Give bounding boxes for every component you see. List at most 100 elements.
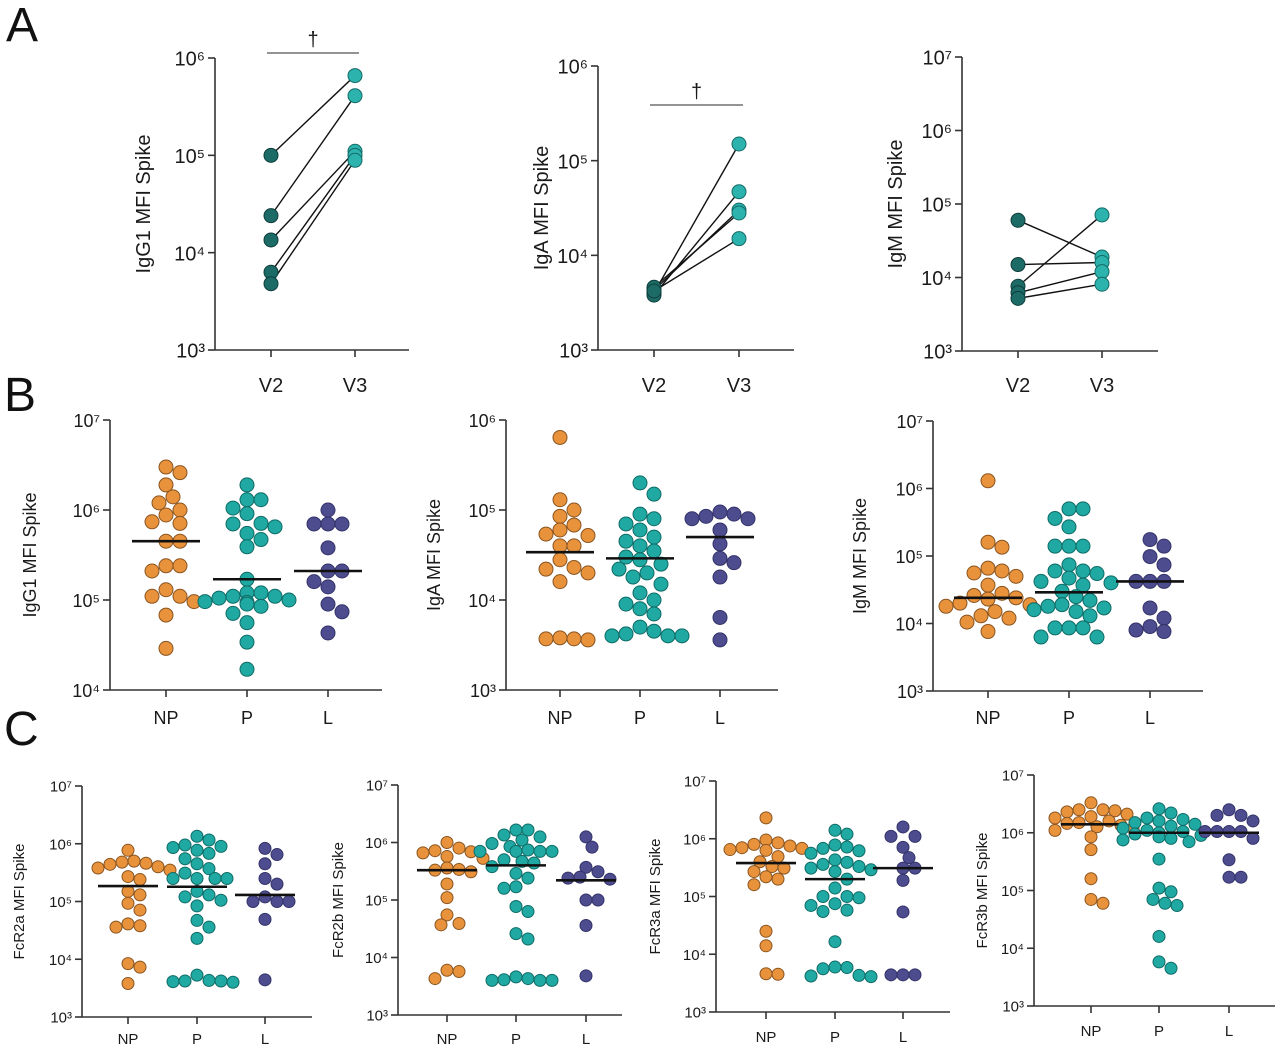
x-tick-label: NP	[118, 1031, 139, 1048]
point-p	[1061, 519, 1077, 535]
point-p	[473, 844, 487, 858]
point-l	[334, 516, 350, 532]
point-p	[1061, 538, 1077, 554]
point-p	[828, 823, 842, 837]
point-np	[121, 896, 135, 910]
y-tick-label: 10⁴	[895, 614, 923, 634]
point-p	[840, 903, 854, 917]
point-np	[1001, 610, 1017, 626]
point-p	[509, 866, 523, 880]
point-np	[1072, 803, 1086, 817]
point-np	[121, 870, 135, 884]
point-p	[521, 972, 535, 986]
x-tick-label: V2	[259, 375, 283, 397]
point-p	[618, 549, 634, 565]
y-tick-label: 10⁵	[73, 591, 100, 611]
point-np	[144, 588, 160, 604]
y-tick-label: 10⁶	[175, 49, 205, 71]
point-np	[566, 538, 582, 554]
point-np	[980, 534, 996, 550]
point-p	[485, 837, 499, 851]
point-np	[127, 854, 141, 868]
point-p	[646, 543, 662, 559]
point-l	[712, 536, 728, 552]
chart-c-10: 10³ 10⁴ 10⁵ 10⁶ 10⁷ FcR3b MFI Spike NP P L	[974, 768, 1275, 1040]
point-l	[712, 550, 728, 566]
point-np	[966, 565, 982, 581]
point-np	[994, 563, 1010, 579]
x-tick-label: L	[1145, 708, 1155, 728]
x-tick-label: P	[192, 1031, 202, 1048]
point-p	[166, 872, 180, 886]
point-p	[190, 913, 204, 927]
point-p	[1146, 892, 1160, 906]
point-v3	[1094, 207, 1110, 223]
point-v3	[1094, 264, 1110, 280]
point-p	[852, 844, 866, 858]
y-tick-label: 10⁷	[684, 774, 706, 791]
y-tick-label: 10³	[923, 342, 952, 364]
paired-line	[1017, 214, 1103, 287]
paired-line	[1017, 261, 1103, 266]
point-p	[239, 477, 255, 493]
point-l	[561, 871, 575, 885]
point-np	[552, 552, 568, 568]
point-p	[632, 601, 648, 617]
point-p	[239, 661, 255, 677]
point-p	[816, 841, 830, 855]
point-np	[109, 920, 123, 934]
point-l	[1234, 808, 1248, 822]
point-np	[452, 965, 466, 979]
point-p	[545, 973, 559, 987]
point-p	[190, 857, 204, 871]
point-l	[1222, 870, 1236, 884]
point-np	[552, 522, 568, 538]
x-tick-label: P	[830, 1029, 840, 1046]
point-l	[579, 860, 593, 874]
y-tick-label: 10⁵	[921, 195, 952, 217]
y-tick-label: 10⁶	[49, 836, 72, 853]
point-p	[533, 973, 547, 987]
point-np	[566, 559, 582, 575]
point-p	[828, 865, 842, 879]
point-l	[1156, 557, 1172, 573]
point-p	[828, 935, 842, 949]
paired-line	[270, 159, 356, 285]
point-np	[973, 608, 989, 624]
y-tick-label: 10³	[1002, 999, 1024, 1016]
point-p	[533, 830, 547, 844]
point-p	[1152, 802, 1166, 816]
point-p	[1152, 929, 1166, 943]
point-np	[172, 588, 188, 604]
x-tick-label: L	[1225, 1023, 1233, 1040]
point-np	[552, 538, 568, 554]
point-np	[144, 514, 160, 530]
point-np	[121, 843, 135, 857]
point-np	[1008, 568, 1024, 584]
point-l	[896, 905, 910, 919]
point-p	[214, 974, 228, 988]
point-p	[1164, 806, 1178, 820]
point-np	[158, 459, 174, 475]
point-np	[440, 850, 454, 864]
point-p	[178, 866, 192, 880]
point-np	[759, 924, 773, 938]
point-p	[852, 968, 866, 982]
point-p	[1103, 575, 1119, 591]
x-tick-label: V3	[727, 375, 751, 397]
point-p	[1033, 573, 1049, 589]
point-v3	[731, 231, 747, 247]
point-np	[158, 640, 174, 656]
point-l	[320, 579, 336, 595]
y-tick-label: 10⁴	[49, 952, 72, 969]
point-p	[1152, 852, 1166, 866]
point-p	[1152, 955, 1166, 969]
y-axis-title: IgM MFI Spike	[850, 498, 870, 614]
point-v3	[347, 152, 363, 168]
y-tick-label: 10⁵	[1001, 883, 1024, 900]
point-p	[632, 506, 648, 522]
point-np	[452, 841, 466, 855]
point-np	[1084, 810, 1098, 824]
paired-line	[653, 143, 740, 294]
point-np	[1084, 872, 1098, 886]
